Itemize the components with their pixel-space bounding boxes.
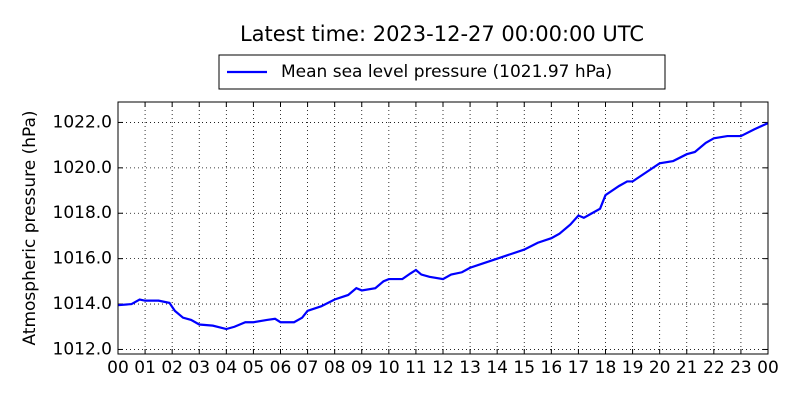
x-tick-label: 06 xyxy=(270,358,292,378)
x-tick-label: 17 xyxy=(568,358,590,378)
data-line xyxy=(117,122,769,331)
x-tick-label: 10 xyxy=(378,358,400,378)
legend-label: Mean sea level pressure (1021.97 hPa) xyxy=(281,62,612,82)
x-tick-label: 20 xyxy=(649,358,671,378)
x-tick-label: 03 xyxy=(188,358,210,378)
x-tick-label: 15 xyxy=(513,358,535,378)
y-tick-label: 1020.0 xyxy=(53,158,112,178)
y-tick-label: 1018.0 xyxy=(53,203,112,223)
x-tick-label: 13 xyxy=(459,358,481,378)
chart-title: Latest time: 2023-12-27 00:00:00 UTC xyxy=(240,22,644,46)
x-tick-label: 07 xyxy=(297,358,319,378)
y-tick-label: 1016.0 xyxy=(53,249,112,269)
x-tick-label: 01 xyxy=(134,358,156,378)
x-tick-label: 02 xyxy=(161,358,183,378)
y-tick-label: 1014.0 xyxy=(53,294,112,314)
x-tick-label: 05 xyxy=(243,358,265,378)
x-tick-label: 00 xyxy=(107,358,129,378)
x-tick-label: 18 xyxy=(595,358,617,378)
x-tick-label: 11 xyxy=(405,358,427,378)
y-tick-label: 1012.0 xyxy=(53,339,112,359)
x-tick-label: 16 xyxy=(541,358,563,378)
x-tick-label: 21 xyxy=(676,358,698,378)
x-tick-label: 04 xyxy=(216,358,238,378)
plot-frame xyxy=(117,101,769,355)
x-tick-label: 22 xyxy=(703,358,725,378)
legend xyxy=(218,54,666,90)
x-tick-label: 19 xyxy=(622,358,644,378)
y-tick-label: 1022.0 xyxy=(53,112,112,132)
y-axis-label: Atmospheric pressure (hPa) xyxy=(20,110,40,345)
x-tick-label: 08 xyxy=(324,358,346,378)
x-tick-label: 23 xyxy=(730,358,752,378)
x-tick-label: 00 xyxy=(757,358,779,378)
x-tick-label: 12 xyxy=(432,358,454,378)
x-tick-label: 09 xyxy=(351,358,373,378)
x-tick-label: 14 xyxy=(486,358,508,378)
